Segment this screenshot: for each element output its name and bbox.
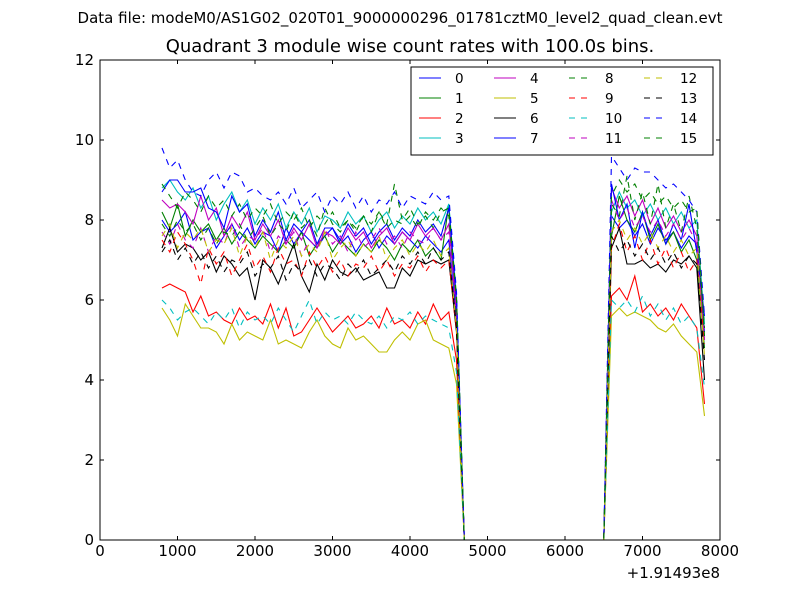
y-tick-label: 10 [75,131,94,149]
x-tick-label: 4000 [391,542,429,560]
series-line-14 [161,147,706,540]
legend-box [410,66,714,156]
x-tick-label: 7000 [623,542,661,560]
series-layer [161,147,706,540]
legend-label-2: 2 [455,111,464,127]
legend-label-0: 0 [455,71,464,87]
y-tick-label: 8 [84,211,94,229]
legend-label-12: 12 [680,71,697,87]
legend-label-4: 4 [530,71,539,87]
legend-label-15: 15 [680,131,697,147]
series-line-7 [161,179,706,540]
y-tick-label: 12 [75,51,94,69]
legend-label-5: 5 [530,91,539,107]
y-tick-label: 6 [84,291,94,309]
x-tick-label: 3000 [313,542,351,560]
series-line-6 [161,226,706,540]
x-tick-label: 0 [95,542,105,560]
series-line-9 [161,222,706,540]
x-tick-label: 2000 [236,542,274,560]
x-tick-label: 6000 [546,542,584,560]
series-line-1 [161,195,706,540]
series-line-13 [161,235,706,540]
x-tick-label: 1000 [158,542,196,560]
legend-label-10: 10 [605,111,622,127]
figure-suptitle: Data file: modeM0/AS1G02_020T01_90000002… [77,9,723,27]
legend-label-13: 13 [680,91,697,107]
legend-label-8: 8 [605,71,614,87]
y-tick-label: 0 [84,531,94,549]
legend-label-11: 11 [605,131,622,147]
series-line-5 [161,302,706,540]
legend-label-6: 6 [530,111,539,127]
y-tick-label: 2 [84,451,94,469]
legend-label-14: 14 [680,111,697,127]
chart-title: Quadrant 3 module wise count rates with … [165,36,655,57]
series-line-3 [161,179,706,540]
series-line-10 [161,294,706,540]
x-tick-label: 5000 [468,542,506,560]
series-line-12 [161,218,706,540]
series-line-15 [161,178,706,540]
legend-label-9: 9 [605,91,614,107]
axis-layer: 0 1000 2000 3000 4000 5000 6000 7000 80000246810… [75,51,739,560]
legend-label-7: 7 [530,131,539,147]
series-line-0 [161,210,706,540]
series-line-11 [161,199,706,540]
series-line-2 [161,273,706,540]
y-tick-label: 4 [84,371,94,389]
x-offset-label: +1.91493e8 [627,564,720,582]
x-tick-label: 8000 [701,542,739,560]
series-line-4 [161,187,706,540]
legend-label-3: 3 [455,131,464,147]
legend-label-1: 1 [455,91,464,107]
